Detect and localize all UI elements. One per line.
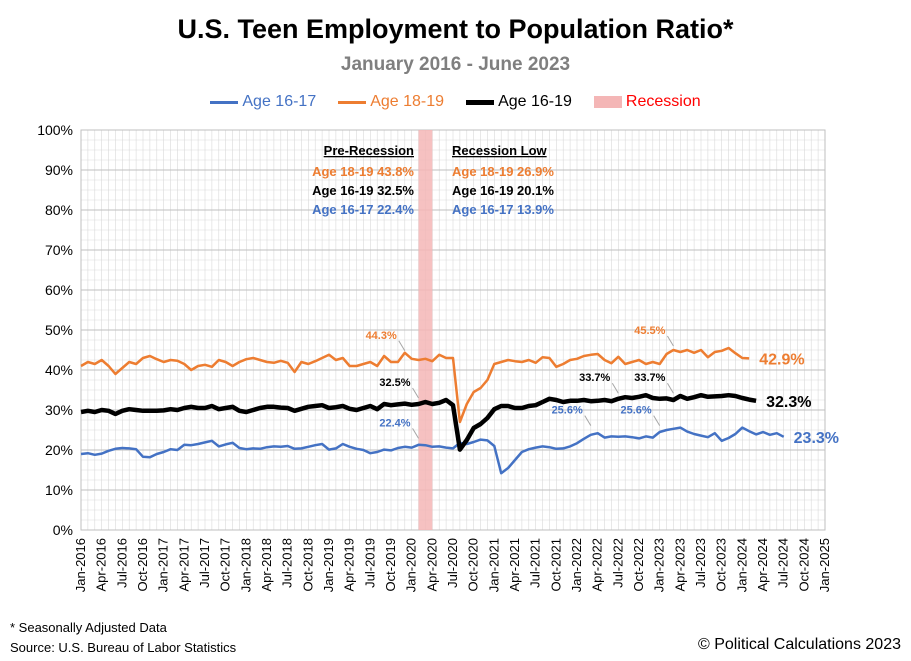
x-tick-label: Jul-2019 xyxy=(362,538,377,588)
x-tick-label: Oct-2020 xyxy=(466,538,481,591)
legend-swatch-age-16-17 xyxy=(210,100,239,104)
plot-area-border xyxy=(80,129,826,531)
recession-low-annotation-line: Age 18-19 26.9% xyxy=(452,164,554,179)
y-tick-label: 40% xyxy=(45,362,73,378)
x-tick-label: Oct-2021 xyxy=(548,538,563,591)
point-label: 44.3% xyxy=(366,330,397,342)
x-tick-label: Jul-2018 xyxy=(280,538,295,588)
point-label-leader xyxy=(584,415,592,426)
legend-item-age-18-19: Age 18-19 xyxy=(338,93,444,111)
x-tick-label: Jul-2021 xyxy=(528,538,543,588)
x-tick-label: Jul-2016 xyxy=(114,538,129,588)
point-label-leader xyxy=(611,382,619,394)
recession-low-annotation-heading: Recession Low xyxy=(452,143,548,158)
y-tick-label: 100% xyxy=(37,122,73,138)
x-tick-label: Apr-2020 xyxy=(424,538,439,591)
recession-low-annotation-line: Age 16-17 13.9% xyxy=(452,202,554,217)
legend-swatch-age-18-19 xyxy=(338,100,367,104)
legend-label-age-16-17: Age 16-17 xyxy=(242,93,317,110)
y-tick-label: 50% xyxy=(45,322,73,338)
x-tick-label: Jan-2020 xyxy=(404,538,419,592)
x-tick-label: Apr-2022 xyxy=(590,538,605,591)
x-tick-label: Oct-2022 xyxy=(631,538,646,591)
series-line-age-16-17 xyxy=(80,426,785,475)
x-tick-label: Apr-2024 xyxy=(755,538,770,591)
y-tick-label: 20% xyxy=(45,442,73,458)
x-tick-label: Oct-2018 xyxy=(300,538,315,591)
pre-recession-annotation-line: Age 16-19 32.5% xyxy=(312,183,414,198)
x-tick-label: Jan-2019 xyxy=(321,538,336,592)
point-label-leader xyxy=(667,335,674,347)
point-label-leader xyxy=(667,382,674,394)
legend-label-age-16-19: Age 16-19 xyxy=(498,93,572,110)
x-tick-label: Apr-2019 xyxy=(342,538,357,591)
x-tick-label: Jan-2025 xyxy=(817,538,832,592)
recession-low-annotation-line: Age 16-19 20.1% xyxy=(452,183,554,198)
legend-item-age-16-17: Age 16-17 xyxy=(210,93,316,111)
x-tick-label: Jan-2022 xyxy=(569,538,584,592)
x-tick-label: Apr-2021 xyxy=(507,538,522,591)
end-label-age-16-17: 23.3% xyxy=(794,430,839,447)
series-line-age-16-19 xyxy=(80,392,757,452)
y-tick-label: 60% xyxy=(45,282,73,298)
legend: Age 16-17 Age 18-19 Age 16-19 Recession xyxy=(0,93,911,111)
y-tick-label: 10% xyxy=(45,482,73,498)
y-tick-label: 0% xyxy=(53,522,73,538)
end-label-age-16-19: 32.3% xyxy=(766,394,811,411)
copyright-note: © Political Calculations 2023 xyxy=(697,636,901,653)
x-tick-label: Apr-2016 xyxy=(94,538,109,591)
source-note: Source: U.S. Bureau of Labor Statistics xyxy=(10,640,237,655)
x-tick-label: Apr-2023 xyxy=(672,538,687,591)
y-tick-label: 90% xyxy=(45,162,73,178)
point-label: 33.7% xyxy=(634,372,665,384)
legend-swatch-recession xyxy=(593,96,622,108)
point-label-leader xyxy=(653,415,661,426)
point-label: 45.5% xyxy=(634,325,665,337)
end-label-age-18-19: 42.9% xyxy=(759,351,804,368)
footnote-seasonally-adjusted: * Seasonally Adjusted Data xyxy=(10,620,167,635)
x-tick-label: Jan-2023 xyxy=(652,538,667,592)
point-label: 25.6% xyxy=(620,405,651,417)
x-tick-label: Jul-2017 xyxy=(197,538,212,588)
point-label: 25.6% xyxy=(552,405,583,417)
point-label-leader xyxy=(412,428,419,439)
legend-swatch-age-16-19 xyxy=(466,99,495,105)
series-line-age-18-19 xyxy=(80,346,750,424)
pre-recession-annotation-line: Age 18-19 43.8% xyxy=(312,164,414,179)
point-label-leader xyxy=(412,387,419,399)
legend-label-age-18-19: Age 18-19 xyxy=(370,93,445,110)
x-tick-label: Jan-2016 xyxy=(73,538,88,592)
x-tick-label: Jan-2024 xyxy=(734,538,749,592)
point-label-leader xyxy=(398,340,406,352)
x-tick-label: Jan-2017 xyxy=(156,538,171,592)
x-tick-label: Jul-2024 xyxy=(776,538,791,588)
x-tick-label: Oct-2019 xyxy=(383,538,398,591)
pre-recession-annotation-heading: Pre-Recession xyxy=(324,143,414,158)
x-tick-label: Oct-2016 xyxy=(135,538,150,591)
chart-subtitle: January 2016 - June 2023 xyxy=(340,54,571,75)
legend-label-recession: Recession xyxy=(625,93,701,110)
y-tick-label: 30% xyxy=(45,402,73,418)
y-tick-label: 80% xyxy=(45,202,73,218)
x-tick-label: Jul-2022 xyxy=(610,538,625,588)
point-label: 32.5% xyxy=(379,377,410,389)
x-tick-label: Jul-2020 xyxy=(445,538,460,588)
x-tick-label: Jul-2023 xyxy=(693,538,708,588)
point-label: 22.4% xyxy=(379,417,410,429)
pre-recession-annotation-line: Age 16-17 22.4% xyxy=(312,202,414,217)
chart-title: U.S. Teen Employment to Population Ratio… xyxy=(177,14,734,44)
x-tick-label: Oct-2024 xyxy=(796,538,811,591)
point-label: 33.7% xyxy=(579,372,610,384)
x-tick-label: Apr-2017 xyxy=(176,538,191,591)
recession-band xyxy=(418,130,433,530)
x-tick-label: Jan-2018 xyxy=(238,538,253,592)
x-tick-label: Oct-2017 xyxy=(218,538,233,591)
y-tick-label: 70% xyxy=(45,242,73,258)
x-tick-label: Apr-2018 xyxy=(259,538,274,591)
legend-item-recession: Recession xyxy=(593,93,701,111)
legend-item-age-16-19: Age 16-19 xyxy=(466,93,572,111)
x-tick-label: Oct-2023 xyxy=(714,538,729,591)
x-tick-label: Jan-2021 xyxy=(486,538,501,592)
